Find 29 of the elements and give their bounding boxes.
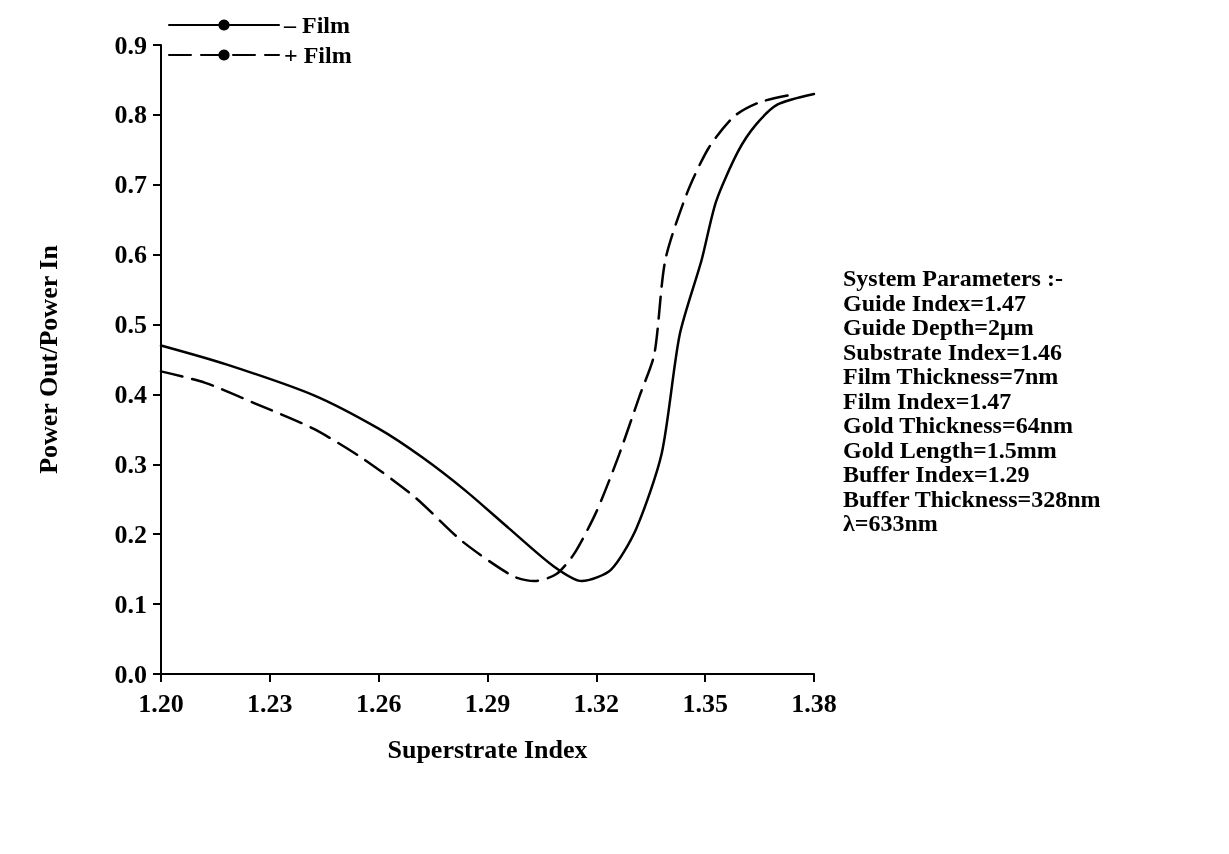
x-tick-label: 1.26 bbox=[355, 688, 402, 718]
legend-label: – Film bbox=[283, 12, 350, 38]
x-tick-label: 1.35 bbox=[682, 688, 728, 718]
x-tick-label: 1.29 bbox=[464, 688, 511, 718]
x-tick-label: 1.32 bbox=[573, 688, 620, 718]
text: λ=633nm bbox=[843, 510, 938, 536]
x-tick-label: 1.23 bbox=[247, 688, 293, 718]
x-tick-label: 1.38 bbox=[791, 688, 837, 718]
text: Buffer Thickness=328nm bbox=[843, 485, 1101, 512]
x-axis-title: Superstrate Index bbox=[387, 734, 588, 764]
text: Film Index=1.47 bbox=[843, 387, 1012, 414]
y-tick-label: 0.3 bbox=[114, 449, 147, 479]
y-tick-label: 0.6 bbox=[114, 240, 147, 270]
text: System Parameters :- bbox=[843, 265, 1063, 291]
x-tick-label: 1.20 bbox=[138, 688, 184, 718]
text: Film Thickness=7nm bbox=[843, 363, 1059, 389]
text: Guide Depth=2μm bbox=[843, 314, 1034, 340]
y-tick-label: 0.8 bbox=[114, 100, 147, 130]
y-tick-label: 0.2 bbox=[114, 519, 147, 549]
y-axis-title: Power Out/Power In bbox=[33, 244, 63, 474]
y-tick-label: 0.9 bbox=[114, 30, 147, 60]
y-tick-label: 0.0 bbox=[114, 659, 147, 689]
y-tick-label: 0.5 bbox=[114, 310, 147, 340]
text: Gold Length=1.5mm bbox=[843, 436, 1057, 463]
y-tick-label: 0.4 bbox=[114, 379, 147, 409]
y-tick-label: 0.7 bbox=[114, 170, 147, 200]
text: Gold Thickness=64nm bbox=[843, 412, 1073, 438]
y-tick-label: 0.1 bbox=[114, 589, 147, 619]
legend-label: + Film bbox=[284, 42, 352, 68]
